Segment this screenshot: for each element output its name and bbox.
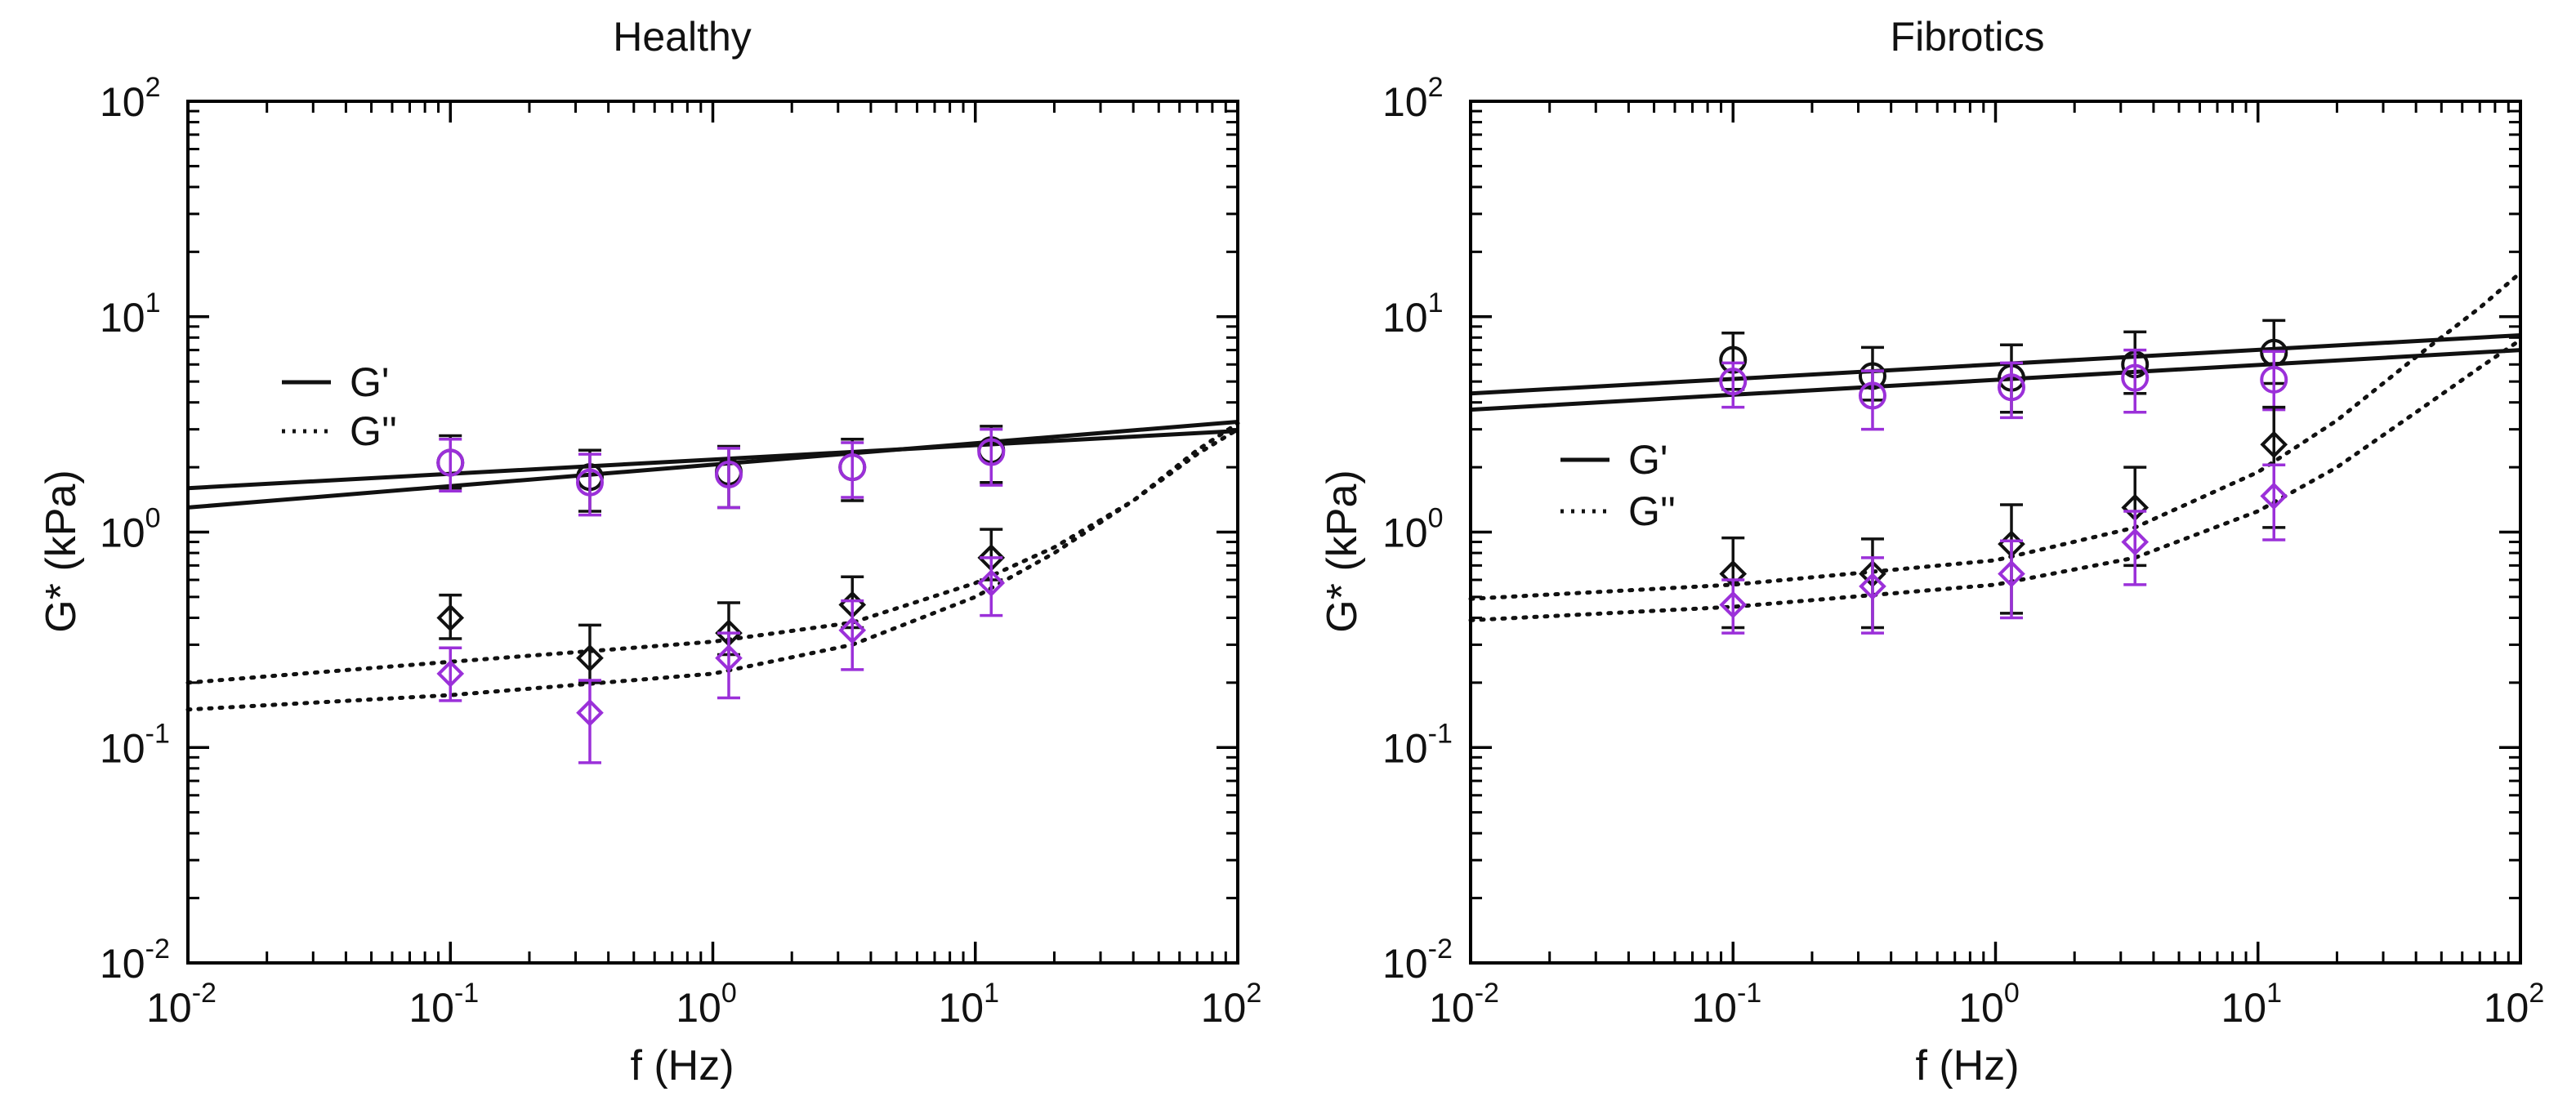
plot-frame	[186, 100, 1239, 965]
data-point-diamond	[1719, 590, 1748, 619]
data-point-diamond	[576, 698, 604, 727]
panel-title: Fibrotics	[1891, 14, 2045, 60]
legend: G' G''	[1560, 437, 1676, 534]
gp-fit-line	[187, 420, 1239, 510]
data-point-circle	[714, 461, 743, 489]
data-point-circle	[1858, 381, 1886, 410]
legend-label-g-prime: G'	[1628, 437, 1667, 483]
gp-fit-line	[187, 429, 1239, 491]
data-point-diamond	[2260, 430, 2288, 459]
data-point-diamond	[576, 644, 604, 672]
y-axis-label: G* (kPa)	[38, 470, 85, 632]
y-tick-label: 102	[1382, 72, 1444, 125]
data-point-circle	[2260, 365, 2288, 394]
gpp-fit-line	[185, 421, 1240, 712]
x-tick-label: 102	[2484, 978, 2545, 1031]
data-point-diamond	[436, 604, 465, 632]
plot-frame	[1469, 100, 2522, 965]
x-tick-label: 102	[1201, 978, 1262, 1031]
data-point-circle	[1997, 373, 2025, 402]
data-point-circle	[2121, 363, 2150, 392]
data-point-diamond	[715, 644, 743, 672]
data-point-diamond	[1998, 559, 2025, 588]
legend-label-g-prime: G'	[350, 359, 389, 405]
gpp-fit-line	[1468, 337, 2523, 622]
data-point-diamond	[2121, 528, 2150, 556]
gp-fit-line	[1470, 333, 2521, 396]
legend: G' G''	[282, 359, 397, 454]
x-axis-label: f (Hz)	[1915, 1042, 2019, 1089]
panel-fibrotics: Fibrotics f (Hz) G* (kPa) 10-2 10-1 100 101…	[1319, 14, 2544, 1089]
data-point-circle	[1719, 368, 1748, 396]
data-point-circle	[436, 448, 465, 477]
legend-label-g-double-prime: G''	[1628, 488, 1676, 534]
x-tick-label: 10-1	[1691, 978, 1761, 1031]
data-point-diamond	[1859, 573, 1886, 600]
data-point-diamond	[977, 569, 1006, 597]
data-point-diamond	[2260, 482, 2288, 510]
data-point-diamond	[436, 660, 465, 688]
panel-title: Healthy	[613, 14, 752, 60]
gpp-fit-line	[1468, 270, 2523, 601]
gpp-fit-line	[185, 427, 1240, 685]
y-axis-label: G* (kPa)	[1319, 470, 1366, 632]
x-axis-label: f (Hz)	[630, 1042, 734, 1089]
data-point-circle	[977, 438, 1006, 466]
data-point-diamond	[838, 616, 867, 644]
legend-label-g-double-prime: G''	[350, 408, 397, 454]
data-point-circle	[575, 468, 604, 497]
gp-fit-line	[1470, 348, 2521, 412]
data-point-circle	[838, 453, 867, 482]
